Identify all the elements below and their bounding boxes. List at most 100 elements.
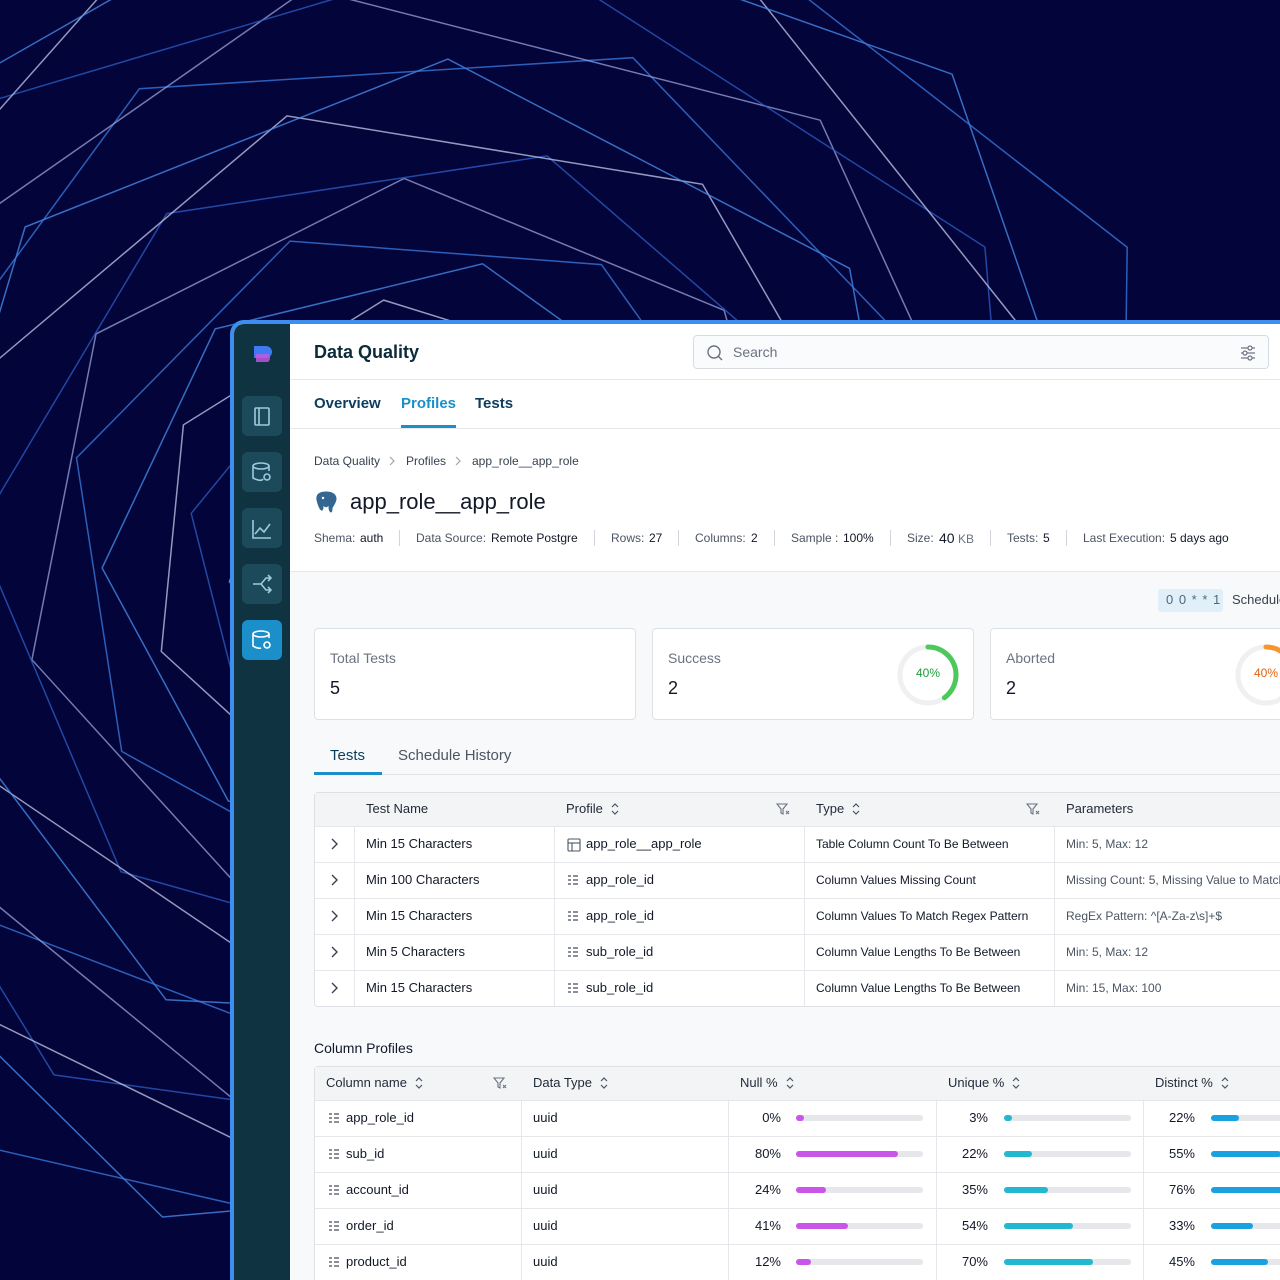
cell-divider bbox=[804, 934, 805, 970]
expand-chevron[interactable] bbox=[330, 838, 338, 850]
breadcrumb-item[interactable]: Data Quality bbox=[314, 454, 381, 468]
expand-chevron[interactable] bbox=[330, 982, 338, 994]
bar bbox=[796, 1187, 827, 1193]
row-divider bbox=[315, 1136, 1280, 1137]
active-nav[interactable] bbox=[242, 620, 282, 660]
row-divider bbox=[315, 1208, 1280, 1209]
nav-tab[interactable]: Profiles bbox=[401, 395, 457, 412]
cell-divider bbox=[521, 1244, 522, 1280]
cron-chip bbox=[1158, 589, 1223, 612]
column-icon bbox=[568, 983, 578, 993]
meta-value: 100% bbox=[843, 531, 874, 545]
cell-divider bbox=[936, 1136, 937, 1172]
cell-divider bbox=[354, 970, 355, 1006]
expand-chevron[interactable] bbox=[330, 910, 338, 922]
cell-divider bbox=[521, 1100, 522, 1136]
progress-ring bbox=[1235, 644, 1280, 706]
nav-tab[interactable]: Tests bbox=[475, 395, 514, 412]
meta-value: 5 bbox=[1043, 531, 1050, 545]
test-type: Column Value Lengths To Be Between bbox=[816, 945, 1021, 959]
test-parameters: RegEx Pattern: ^[A-Za-z\s]+$ bbox=[1066, 909, 1223, 923]
test-name: Min 15 Characters bbox=[366, 908, 473, 923]
column-name: app_role_id bbox=[346, 1110, 414, 1125]
sort-icon bbox=[600, 1077, 608, 1089]
data-type: uuid bbox=[533, 1110, 558, 1125]
test-type: Column Values Missing Count bbox=[816, 873, 976, 887]
test-name: Min 15 Characters bbox=[366, 980, 473, 995]
column-icon bbox=[568, 911, 578, 921]
breadcrumb-separator bbox=[389, 456, 395, 466]
bar bbox=[1004, 1259, 1093, 1265]
breadcrumb-item: app_role__app_role bbox=[472, 454, 579, 468]
bar bbox=[1211, 1187, 1280, 1193]
column-icon bbox=[329, 1221, 339, 1231]
cell-divider bbox=[1143, 1244, 1144, 1280]
sort-icon bbox=[1221, 1077, 1229, 1089]
meta-separator bbox=[399, 530, 400, 546]
nav-tab[interactable]: Overview bbox=[314, 395, 381, 412]
column-name: sub_id bbox=[346, 1146, 385, 1161]
cell-divider bbox=[936, 1208, 937, 1244]
cell-divider bbox=[554, 862, 555, 898]
meta-label: Shema: bbox=[314, 531, 356, 545]
column-header: Column name bbox=[326, 1075, 407, 1090]
column-name: account_id bbox=[346, 1182, 409, 1197]
card-label: Success bbox=[668, 650, 721, 666]
cell-divider bbox=[521, 1172, 522, 1208]
test-name: Min 15 Characters bbox=[366, 836, 473, 851]
percent-label: 24% bbox=[754, 1182, 781, 1197]
bar-track bbox=[796, 1223, 923, 1229]
cell-divider bbox=[804, 862, 805, 898]
cell-divider bbox=[1143, 1172, 1144, 1208]
sort-icon bbox=[415, 1077, 423, 1089]
section-tab[interactable]: Schedule History bbox=[398, 747, 512, 764]
cell-divider bbox=[521, 1208, 522, 1244]
meta-label: Size: bbox=[907, 531, 934, 545]
sort-icon bbox=[786, 1077, 794, 1089]
bar-track bbox=[1004, 1115, 1131, 1121]
section-title: Column Profiles bbox=[314, 1040, 413, 1056]
column-name: product_id bbox=[346, 1254, 407, 1269]
expand-chevron[interactable] bbox=[330, 946, 338, 958]
search-placeholder[interactable]: Search bbox=[733, 344, 778, 360]
cron-text: 0 0 * * 1 bbox=[1166, 592, 1222, 607]
test-profile: app_role_id bbox=[586, 908, 654, 923]
meta-unit: KB bbox=[958, 532, 975, 546]
cell-divider bbox=[728, 1208, 729, 1244]
bar-track bbox=[796, 1259, 923, 1265]
percent-label: 0% bbox=[762, 1110, 781, 1125]
sort-icon bbox=[852, 803, 860, 815]
tabs-line bbox=[314, 774, 1280, 775]
cell-divider bbox=[936, 1244, 937, 1280]
meta-label: Data Source: bbox=[416, 531, 487, 545]
meta-label: Last Execution: bbox=[1083, 531, 1166, 545]
breadcrumb-item[interactable]: Profiles bbox=[406, 454, 447, 468]
bar bbox=[1004, 1151, 1032, 1157]
meta-separator bbox=[774, 530, 775, 546]
table-header bbox=[315, 1067, 1280, 1100]
search-box[interactable] bbox=[693, 335, 1269, 369]
meta-value: 5 days ago bbox=[1170, 531, 1229, 545]
cell-divider bbox=[354, 934, 355, 970]
data-type: uuid bbox=[533, 1146, 558, 1161]
test-profile: app_role_id bbox=[586, 872, 654, 887]
column-header: Type bbox=[816, 801, 845, 816]
cell-divider bbox=[1054, 862, 1055, 898]
expand-chevron[interactable] bbox=[330, 874, 338, 886]
column-icon bbox=[568, 947, 578, 957]
section-tab[interactable]: Tests bbox=[330, 747, 366, 764]
column-header: Parameters bbox=[1066, 801, 1134, 816]
row-divider bbox=[315, 934, 1280, 935]
cell-divider bbox=[728, 1172, 729, 1208]
card-label: Aborted bbox=[1006, 650, 1056, 666]
filter-settings-icon[interactable] bbox=[1240, 345, 1256, 361]
meta-label: Rows: bbox=[611, 531, 645, 545]
test-name: Min 100 Characters bbox=[366, 872, 480, 887]
profile-heading: app_role__app_role bbox=[350, 489, 546, 514]
summary-card bbox=[314, 628, 636, 720]
column-name: order_id bbox=[346, 1218, 394, 1233]
schedule-label[interactable]: Schedule bbox=[1232, 592, 1280, 607]
bar bbox=[1004, 1115, 1012, 1121]
sort-icon bbox=[611, 803, 619, 815]
